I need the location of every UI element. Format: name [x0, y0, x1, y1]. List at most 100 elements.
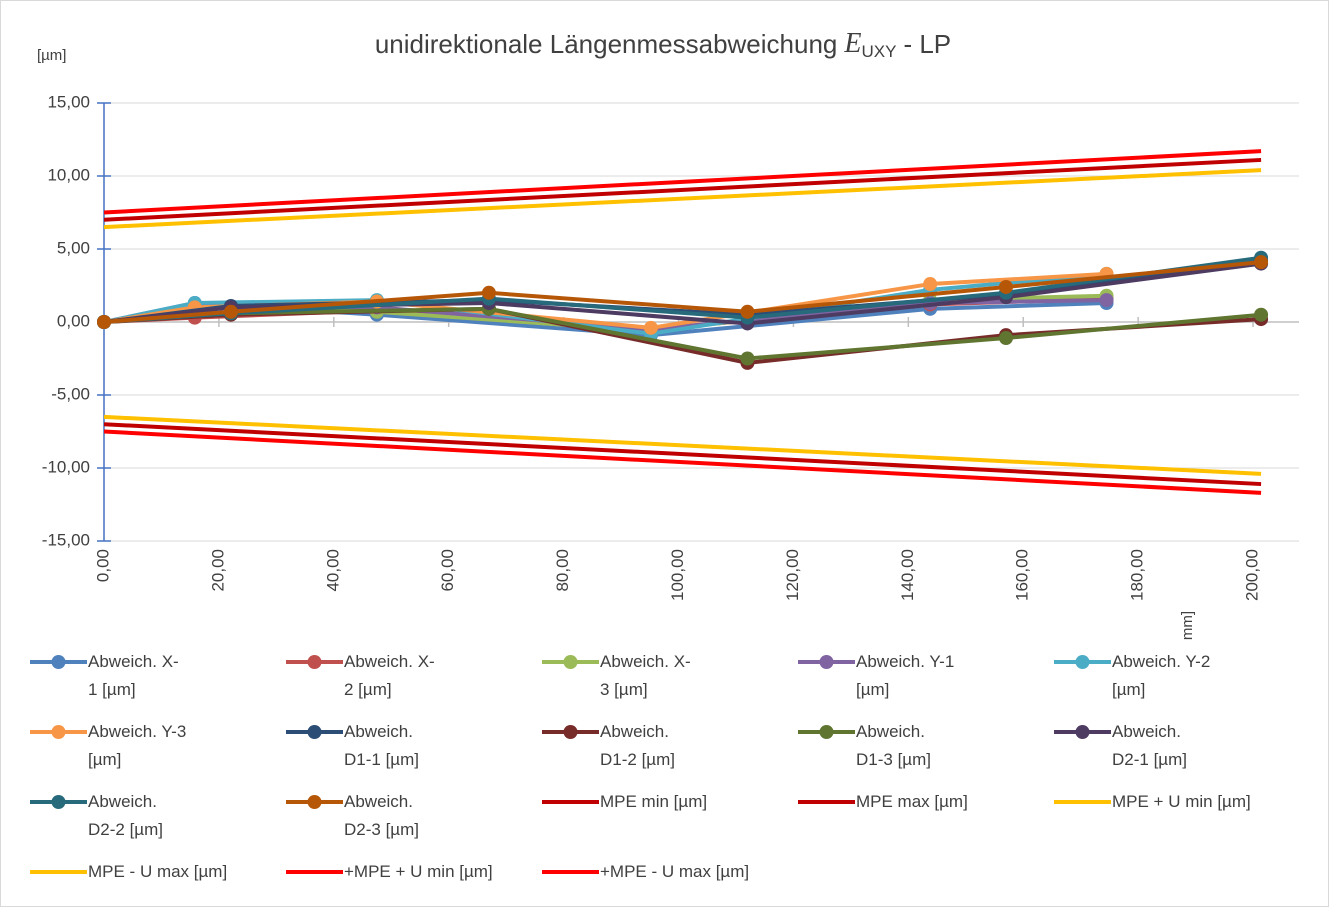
series-line: [103, 255, 1262, 324]
x-tick-label: 140,00: [898, 549, 917, 601]
legend-swatch: [30, 725, 87, 739]
legend-swatch: [1054, 800, 1111, 804]
legend-item: Abweich. D1-3 [µm]: [798, 718, 1054, 774]
legend-label: MPE - U max [µm]: [88, 862, 228, 881]
legend-marker: [563, 725, 578, 739]
marker: [740, 304, 755, 319]
legend-swatch: [542, 725, 599, 739]
legend-item: Abweich. Y-1 [µm]: [798, 648, 1054, 704]
legend-marker: [819, 655, 834, 669]
legend-label: Abweich. Y-1 [µm]: [856, 652, 955, 699]
legend-swatch: [286, 725, 343, 739]
legend-label: +MPE + U min [µm]: [344, 862, 493, 881]
legend-item: Abweich. D2-2 [µm]: [30, 788, 286, 844]
x-tick-label: 100,00: [668, 549, 687, 601]
legend-label: Abweich. D1-2 [µm]: [600, 722, 675, 769]
y-unit-label: [µm]: [37, 47, 66, 64]
marker: [481, 285, 496, 300]
legend-item: Abweich. X-2 [µm]: [286, 648, 542, 704]
legend-item: MPE min [µm]: [542, 788, 798, 844]
legend-swatch: [798, 800, 855, 804]
legend-swatch: [30, 655, 87, 669]
x-unit-label: [mm]: [1179, 611, 1196, 640]
title-subscript: UXY: [862, 42, 897, 61]
legend-label: MPE min [µm]: [600, 792, 708, 811]
legend-label: Abweich. D1-1 [µm]: [344, 722, 419, 769]
legend-item: +MPE + U min [µm]: [286, 858, 542, 886]
marker: [923, 277, 938, 292]
legend-item: MPE max [µm]: [798, 788, 1054, 844]
legend-swatch: [798, 655, 855, 669]
y-tick-label: -15,00: [42, 530, 90, 549]
y-tick-label: -10,00: [42, 457, 90, 476]
y-tick-label: 10,00: [47, 165, 90, 184]
title-suffix: - LP: [903, 29, 951, 59]
legend-swatch: [1054, 725, 1111, 739]
legend-marker: [307, 725, 322, 739]
x-tick-label: 180,00: [1128, 549, 1147, 601]
x-tick-label: 200,00: [1243, 549, 1262, 601]
legend-label: Abweich. D2-3 [µm]: [344, 792, 419, 839]
legend-marker: [51, 795, 66, 809]
marker: [740, 351, 755, 366]
marker: [97, 315, 111, 329]
x-tick-label: 0,00: [93, 549, 112, 582]
marker: [223, 304, 238, 319]
legend-marker: [1075, 725, 1090, 739]
series-line: [103, 260, 1262, 324]
legend-item: Abweich. D1-1 [µm]: [286, 718, 542, 774]
marker: [998, 279, 1013, 294]
legend-label: Abweich. Y-3 [µm]: [88, 722, 187, 769]
legend-item: Abweich. D1-2 [µm]: [542, 718, 798, 774]
marker: [1254, 307, 1269, 322]
legend-label: +MPE - U max [µm]: [600, 862, 750, 881]
y-tick-label: 5,00: [57, 238, 90, 257]
legend: Abweich. X-1 [µm] Abweich. X-2 [µm] Abweic…: [30, 648, 1325, 886]
title-text: unidirektionale Längenmessabweichung: [375, 29, 838, 59]
legend-swatch: [542, 655, 599, 669]
x-tick-label: 40,00: [323, 549, 342, 592]
legend-swatch: [30, 795, 87, 809]
series-line: [103, 157, 1262, 222]
legend-item: +MPE - U max [µm]: [542, 858, 798, 886]
x-tick-label: 120,00: [783, 549, 802, 601]
y-tick-label: -5,00: [51, 384, 90, 403]
series-line: [103, 429, 1262, 495]
marker: [998, 331, 1013, 346]
legend-swatch: [542, 800, 599, 804]
chart-title: unidirektionale Längenmessabweichung EUXY…: [375, 28, 951, 61]
legend-marker: [51, 725, 66, 739]
marker: [1099, 293, 1114, 308]
legend-swatch: [286, 870, 343, 874]
y-tick-label: 15,00: [47, 92, 90, 111]
x-tick-label: 160,00: [1013, 549, 1032, 601]
legend-item: Abweich. Y-3 [µm]: [30, 718, 286, 774]
legend-item: Abweich. D2-1 [µm]: [1054, 718, 1310, 774]
legend-label: MPE + U min [µm]: [1112, 792, 1251, 811]
legend-swatch: [798, 725, 855, 739]
x-tick-label: 80,00: [553, 549, 572, 592]
series-line: [103, 168, 1262, 230]
chart: unidirektionale Längenmessabweichung EUXY…: [37, 28, 1299, 640]
legend-label: Abweich. X-3 [µm]: [600, 652, 691, 699]
legend-marker: [307, 655, 322, 669]
legend-swatch: [286, 795, 343, 809]
legend-label: Abweich. X-1 [µm]: [88, 652, 179, 699]
legend-item: MPE + U min [µm]: [1054, 788, 1310, 844]
legend-marker: [819, 725, 834, 739]
x-tick-label: 20,00: [208, 549, 227, 592]
legend-marker: [51, 655, 66, 669]
legend-label: Abweich. D2-1 [µm]: [1112, 722, 1187, 769]
legend-marker: [563, 655, 578, 669]
legend-item: MPE - U max [µm]: [30, 858, 286, 886]
legend-item: Abweich. D2-3 [µm]: [286, 788, 542, 844]
legend-marker: [307, 795, 322, 809]
title-symbol: E: [843, 28, 861, 59]
series-line: [103, 414, 1262, 476]
series-line: [103, 261, 1262, 326]
x-tick-label: 60,00: [438, 549, 457, 592]
legend-swatch: [1054, 655, 1111, 669]
legend-label: Abweich. D1-3 [µm]: [856, 722, 931, 769]
series-line: [103, 271, 1107, 336]
legend-label: MPE max [µm]: [856, 792, 968, 811]
